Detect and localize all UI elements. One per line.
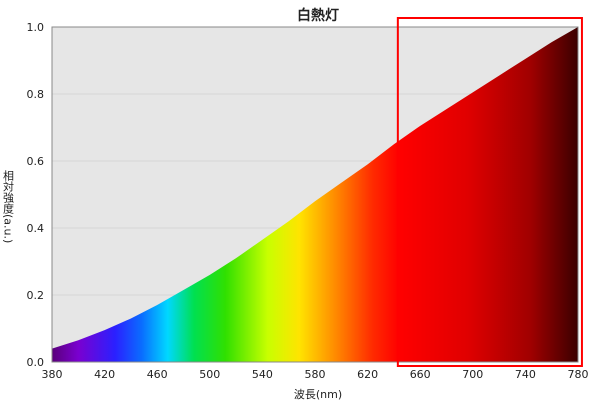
- chart-title: 白熱灯: [297, 7, 339, 24]
- y-tick-label: 0.6: [27, 155, 45, 168]
- x-tick-label: 500: [199, 368, 220, 381]
- y-axis-title: 相対強度(a.u.): [2, 170, 15, 244]
- y-tick-label: 0.2: [27, 289, 45, 302]
- y-tick-label: 0.4: [27, 222, 45, 235]
- y-axis-ticks: 0.0 0.2 0.4 0.6 0.8 1.0: [27, 21, 45, 369]
- highlight-box: [396, 17, 583, 367]
- x-axis-title: 波長(nm): [294, 388, 342, 401]
- x-tick-label: 380: [42, 368, 63, 381]
- x-tick-label: 580: [305, 368, 326, 381]
- y-tick-label: 0.0: [27, 356, 45, 369]
- x-tick-label: 740: [515, 368, 536, 381]
- y-tick-label: 0.8: [27, 88, 45, 101]
- x-tick-label: 460: [147, 368, 168, 381]
- x-tick-label: 780: [568, 368, 589, 381]
- x-tick-label: 420: [94, 368, 115, 381]
- x-tick-label: 700: [462, 368, 483, 381]
- x-tick-label: 660: [410, 368, 431, 381]
- spectrum-area: [52, 27, 578, 362]
- y-tick-label: 1.0: [27, 21, 45, 34]
- x-tick-label: 620: [357, 368, 378, 381]
- x-tick-label: 540: [252, 368, 273, 381]
- plot-frame: [51, 26, 579, 363]
- x-axis-ticks: 380 420 460 500 540 580 620 660 700 740 780: [42, 368, 589, 381]
